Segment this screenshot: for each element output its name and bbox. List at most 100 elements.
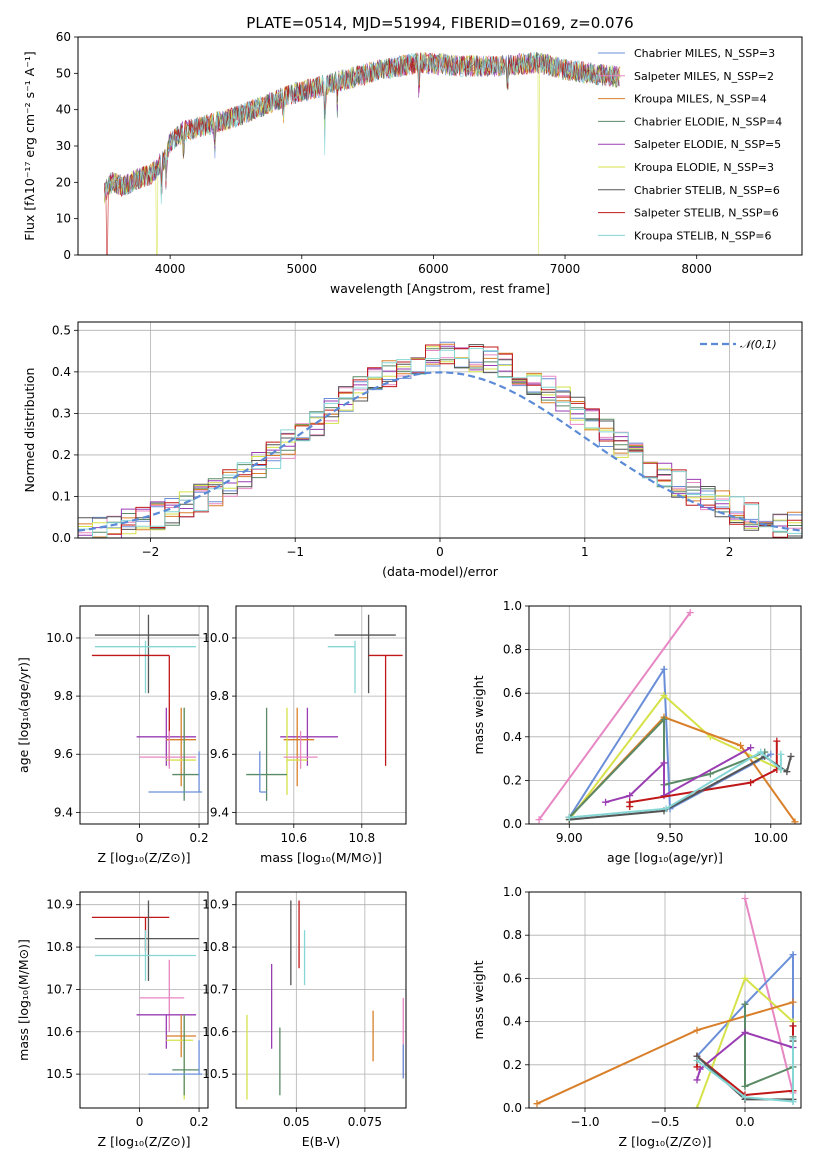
errorbar-point [286, 707, 308, 795]
y-tick-label: 0.8 [503, 928, 522, 942]
weight-marker [662, 805, 670, 813]
errorbar-point [172, 707, 200, 801]
weight-series [602, 744, 755, 806]
weight-marker [660, 715, 668, 723]
x-axis-label: (data-model)/error [382, 564, 499, 579]
y-tick-label: 0.3 [52, 406, 71, 420]
y-tick-label: 0.2 [503, 1058, 522, 1072]
y-tick-label: 10.5 [46, 1067, 73, 1081]
x-axis-label: Z [log₁₀(Z/Z⊙)] [619, 1134, 712, 1149]
y-tick-label: 10.6 [202, 1025, 229, 1039]
y-tick-label: 10.5 [202, 1067, 229, 1081]
weight-marker [693, 1026, 701, 1034]
legend: Chabrier MILES, N_SSP=3 Salpeter MILES, N… [598, 47, 782, 242]
x-axis-label: age [log₁₀(age/yr)] [607, 850, 723, 865]
y-tick-label: 1.0 [503, 599, 522, 613]
axes-Z-mass: 0 0.2 10.5 10.6 10.7 10.8 10.9 Z [log₁₀(Z/Z⊙)] m… [16, 891, 209, 1149]
errorbar-point [136, 707, 197, 766]
errorbar-point [136, 1014, 197, 1049]
y-tick-label: 9.4 [54, 805, 73, 819]
errorbar-point [246, 707, 287, 801]
weight-marker [533, 1100, 541, 1108]
axes-EBV-mass: 0.05 0.075 10.5 10.6 10.7 10.8 10.9 E(B-V) [202, 891, 407, 1149]
plot-area [246, 614, 403, 801]
x-tick-label: 8000 [681, 262, 712, 276]
y-tick-label: 0.0 [503, 817, 522, 831]
normal-reference-curve [78, 371, 802, 532]
x-tick-label: 10.8 [348, 831, 375, 845]
y-tick-label: 9.8 [54, 689, 73, 703]
weight-marker [660, 759, 668, 767]
x-axis-label: E(B-V) [302, 1134, 341, 1149]
errorbar-point [172, 1014, 200, 1096]
x-tick-label: 0.2 [190, 831, 209, 845]
errorbar-point [259, 751, 267, 793]
y-tick-label: 9.4 [210, 805, 229, 819]
plot-area [91, 900, 203, 1100]
y-tick-label: 10.0 [46, 631, 73, 645]
y-tick-label: 0.2 [503, 773, 522, 787]
axes-Z-age: 0 0.2 9.4 9.6 9.8 10.0 Z [log₁₀(Z/Z⊙)] age [log… [16, 605, 209, 865]
weight-marker [767, 750, 775, 758]
weight-marker [789, 998, 797, 1006]
axes-weight-age: 9.00 9.50 10.00 0.0 0.2 0.4 0.6 0.8 1.0 age [log₁… [471, 599, 802, 865]
y-tick-label: 10.7 [46, 982, 73, 996]
x-axis-label: Z [log₁₀(Z/Z⊙)] [98, 850, 191, 865]
x-tick-label: 6000 [418, 262, 449, 276]
weight-marker [693, 1063, 701, 1071]
weight-marker [789, 1098, 797, 1106]
y-tick-label: 0.8 [503, 643, 522, 657]
y-tick-label: 0.4 [52, 365, 71, 379]
plot-area [246, 900, 404, 1100]
spectrum-line [104, 52, 621, 201]
legend-entry: Chabrier ELODIE, N_SSP=4 [634, 115, 782, 128]
x-tick-label: 10.6 [280, 831, 307, 845]
y-tick-label: 0.6 [503, 971, 522, 985]
weight-series [533, 998, 797, 1108]
x-tick-label: −2 [142, 545, 160, 559]
y-tick-label: 0.0 [503, 1101, 522, 1115]
axes-frame [235, 605, 407, 825]
legend-entry: Kroupa STELIB, N_SSP=6 [634, 229, 772, 242]
axes-weight-Z: −1.0 −0.5 0.0 0.0 0.2 0.4 0.6 0.8 1.0 Z [log₁₀(Z/… [471, 885, 802, 1149]
weight-marker [791, 818, 799, 824]
y-tick-label: 10.9 [46, 898, 73, 912]
weight-marker [747, 779, 755, 787]
weight-marker [789, 1022, 797, 1030]
y-tick-label: 0.4 [503, 730, 522, 744]
y-tick-label: 40 [56, 103, 71, 117]
errorbar-point [94, 640, 197, 694]
y-tick-label: 20 [56, 175, 71, 189]
plot-area [78, 341, 802, 538]
x-tick-label: 0.0 [735, 1115, 754, 1129]
x-tick-label: 0.05 [283, 1115, 310, 1129]
x-tick-label: 9.00 [556, 831, 583, 845]
y-tick-label: 0.0 [52, 531, 71, 545]
spectrum-line [104, 51, 621, 205]
axes-frame [79, 891, 209, 1109]
x-tick-label: −0.5 [650, 1115, 679, 1129]
x-axis-label: wavelength [Angstrom, rest frame] [330, 281, 550, 296]
weight-marker [660, 665, 668, 673]
weight-marker [773, 737, 781, 745]
weight-marker [777, 766, 785, 773]
errorbar-point [327, 640, 356, 694]
x-tick-label: 0 [136, 831, 144, 845]
errorbar-point [166, 707, 197, 787]
weight-marker [757, 748, 765, 756]
y-tick-label: 10.7 [202, 982, 229, 996]
y-axis-label: mass weight [471, 675, 486, 754]
histogram-series [78, 344, 802, 538]
axes-frame [235, 891, 407, 1109]
weight-line [538, 611, 692, 821]
errorbar-point [94, 900, 200, 981]
weight-marker [693, 1076, 701, 1084]
x-tick-label: 1 [581, 545, 589, 559]
y-tick-label: 50 [56, 66, 71, 80]
plot-area [91, 614, 203, 801]
y-tick-label: 9.6 [210, 747, 229, 761]
weight-marker [737, 742, 745, 750]
weight-marker [693, 1056, 701, 1064]
legend-entry: Salpeter ELODIE, N_SSP=5 [634, 138, 781, 151]
